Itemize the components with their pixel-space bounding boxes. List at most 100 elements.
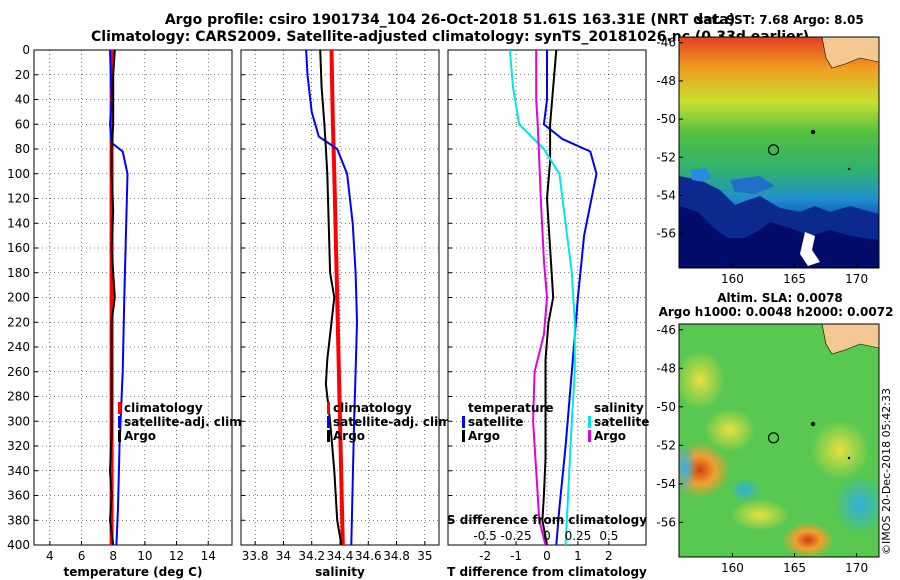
land-mass bbox=[821, 324, 879, 355]
legend-swatch-climatology bbox=[327, 402, 330, 414]
depth-tick-label: 400 bbox=[7, 538, 30, 552]
x-tick-label: 10 bbox=[137, 549, 152, 563]
map-y-tick-label: -50 bbox=[656, 112, 676, 126]
salinity-legend: climatology satellite-adj. clim. Argo bbox=[327, 401, 455, 443]
difference-grid bbox=[448, 49, 646, 546]
x-tick-label: 35 bbox=[417, 549, 432, 563]
s-difference-tick-label: 0.5 bbox=[599, 529, 618, 543]
series-line-s-argo bbox=[532, 50, 548, 545]
s-difference-tick-label: -0.25 bbox=[501, 529, 532, 543]
x-tick-label: 14 bbox=[201, 549, 216, 563]
depth-tick-labels: 0 20 40 60 80 100 120 140 160 180 200 220 240 260 280 3… bbox=[7, 43, 30, 552]
x-tick-label: 4 bbox=[46, 549, 54, 563]
x-tick-label: 34.4 bbox=[327, 549, 354, 563]
temperature-xlabel: temperature (deg C) bbox=[64, 565, 203, 579]
salinity-xlabel: salinity bbox=[315, 565, 365, 579]
x-tick-label: -1 bbox=[510, 549, 522, 563]
depth-tick-label: 100 bbox=[7, 167, 30, 181]
sla-low-patch bbox=[834, 475, 879, 535]
temperature-legend: climatology satellite-adj. clim. Argo bbox=[118, 401, 246, 443]
depth-tick-label: 360 bbox=[7, 489, 30, 503]
map-y-tick-label: -48 bbox=[656, 361, 676, 375]
depth-tick-label: 300 bbox=[7, 414, 30, 428]
difference-t-legend: temperature satellite Argo bbox=[462, 401, 553, 443]
sst-patch bbox=[690, 168, 712, 182]
x-tick-label: 34.2 bbox=[298, 549, 325, 563]
depth-tick-label: 120 bbox=[7, 192, 30, 206]
x-tick-label: 0 bbox=[543, 549, 551, 563]
sla-map-panel: Altim. SLA: 0.0078 Argo h1000: 0.0048 h2… bbox=[656, 291, 893, 575]
sla-map-title: Altim. SLA: 0.0078 bbox=[717, 291, 843, 305]
legend-title-salinity: salinity bbox=[594, 401, 644, 415]
x-tick-label: 6 bbox=[78, 549, 86, 563]
map-y-tick-label: -54 bbox=[656, 477, 676, 491]
island-marker bbox=[847, 456, 851, 460]
series-line-t-satellite bbox=[542, 50, 598, 545]
salinity-series bbox=[305, 50, 358, 545]
depth-tick-label: 380 bbox=[7, 513, 30, 527]
sst-missing-data bbox=[800, 232, 820, 266]
land-mass bbox=[821, 37, 879, 69]
x-tick-label: 1 bbox=[574, 549, 582, 563]
legend-label-climatology: climatology bbox=[333, 401, 412, 415]
profile-location-marker bbox=[767, 432, 780, 444]
legend-title-temperature: temperature bbox=[468, 401, 553, 415]
legend-label-s-satellite: satellite bbox=[594, 415, 649, 429]
series-line-s-satellite bbox=[508, 50, 576, 545]
map-y-tick-label: -50 bbox=[656, 400, 676, 414]
map-y-tick-label: -46 bbox=[656, 36, 676, 50]
legend-label-climatology: climatology bbox=[124, 401, 203, 415]
depth-tick-label: 280 bbox=[7, 390, 30, 404]
x-tick-label: 34.8 bbox=[383, 549, 410, 563]
x-tick-label: 34.6 bbox=[355, 549, 382, 563]
legend-swatch-satellite-adj bbox=[327, 416, 330, 428]
s-difference-tick-label: 0 bbox=[543, 529, 551, 543]
map-x-tick-label: 160 bbox=[721, 272, 744, 286]
sla-high-patch bbox=[704, 408, 756, 452]
x-tick-label: 8 bbox=[109, 549, 117, 563]
sla-map-subtitle: Argo h1000: 0.0048 h2000: 0.0072 bbox=[659, 305, 894, 319]
depth-tick-label: 260 bbox=[7, 365, 30, 379]
map-y-tick-label: -52 bbox=[656, 150, 676, 164]
legend-label-t-satellite: satellite bbox=[468, 415, 523, 429]
series-line-t-argo bbox=[541, 50, 558, 545]
sla-high-patch bbox=[679, 350, 725, 410]
sst-patch bbox=[730, 176, 775, 194]
legend-label-satellite-adj: satellite-adj. clim. bbox=[124, 415, 246, 429]
map-x-tick-label: 170 bbox=[845, 272, 868, 286]
sla-low-patch bbox=[729, 478, 761, 502]
legend-swatch-t-argo bbox=[462, 430, 465, 442]
depth-tick-label: 240 bbox=[7, 340, 30, 354]
sla-high-patch bbox=[810, 420, 870, 480]
temperature-series bbox=[109, 50, 129, 545]
sla-map-field bbox=[679, 324, 879, 557]
map-x-tick-label: 165 bbox=[783, 272, 806, 286]
depth-tick-label: 140 bbox=[7, 216, 30, 230]
x-tick-label: 34 bbox=[276, 549, 291, 563]
depth-tick-label: 180 bbox=[7, 266, 30, 280]
legend-label-satellite-adj: satellite-adj. clim. bbox=[333, 415, 455, 429]
depth-tick-label: 60 bbox=[15, 117, 30, 131]
temperature-grid bbox=[34, 49, 232, 546]
x-tick-label: 12 bbox=[169, 549, 184, 563]
series-line-argo bbox=[319, 50, 343, 545]
sst-map-frame bbox=[678, 36, 880, 269]
map-y-tick-label: -46 bbox=[656, 323, 676, 337]
temperature-panel: 0 20 40 60 80 100 120 140 160 180 200 220 240 260 280 3… bbox=[7, 43, 246, 579]
imos-watermark: ©IMOS 20-Dec-2018 05:42:33 bbox=[880, 388, 893, 555]
depth-tick-label: 160 bbox=[7, 241, 30, 255]
sla-map-frame bbox=[678, 323, 880, 558]
sst-map-panel: sat. SST: 7.68 Argo: 8.05 160 165 170 -46 -4… bbox=[656, 13, 880, 286]
s-difference-label: S difference from climatology bbox=[447, 513, 647, 527]
depth-tick-label: 320 bbox=[7, 439, 30, 453]
legend-swatch-s-argo bbox=[588, 430, 591, 442]
series-line-satellite-adj-clim- bbox=[305, 50, 358, 545]
map-y-tick-label: -48 bbox=[656, 74, 676, 88]
legend-label-s-argo: Argo bbox=[594, 429, 626, 443]
profile-location-marker bbox=[767, 144, 780, 156]
title-line-1: Argo profile: csiro 1901734_104 26-Oct-2… bbox=[165, 12, 735, 28]
depth-tick-label: 40 bbox=[15, 93, 30, 107]
depth-tick-label: 80 bbox=[15, 142, 30, 156]
x-tick-label: 2 bbox=[605, 549, 613, 563]
